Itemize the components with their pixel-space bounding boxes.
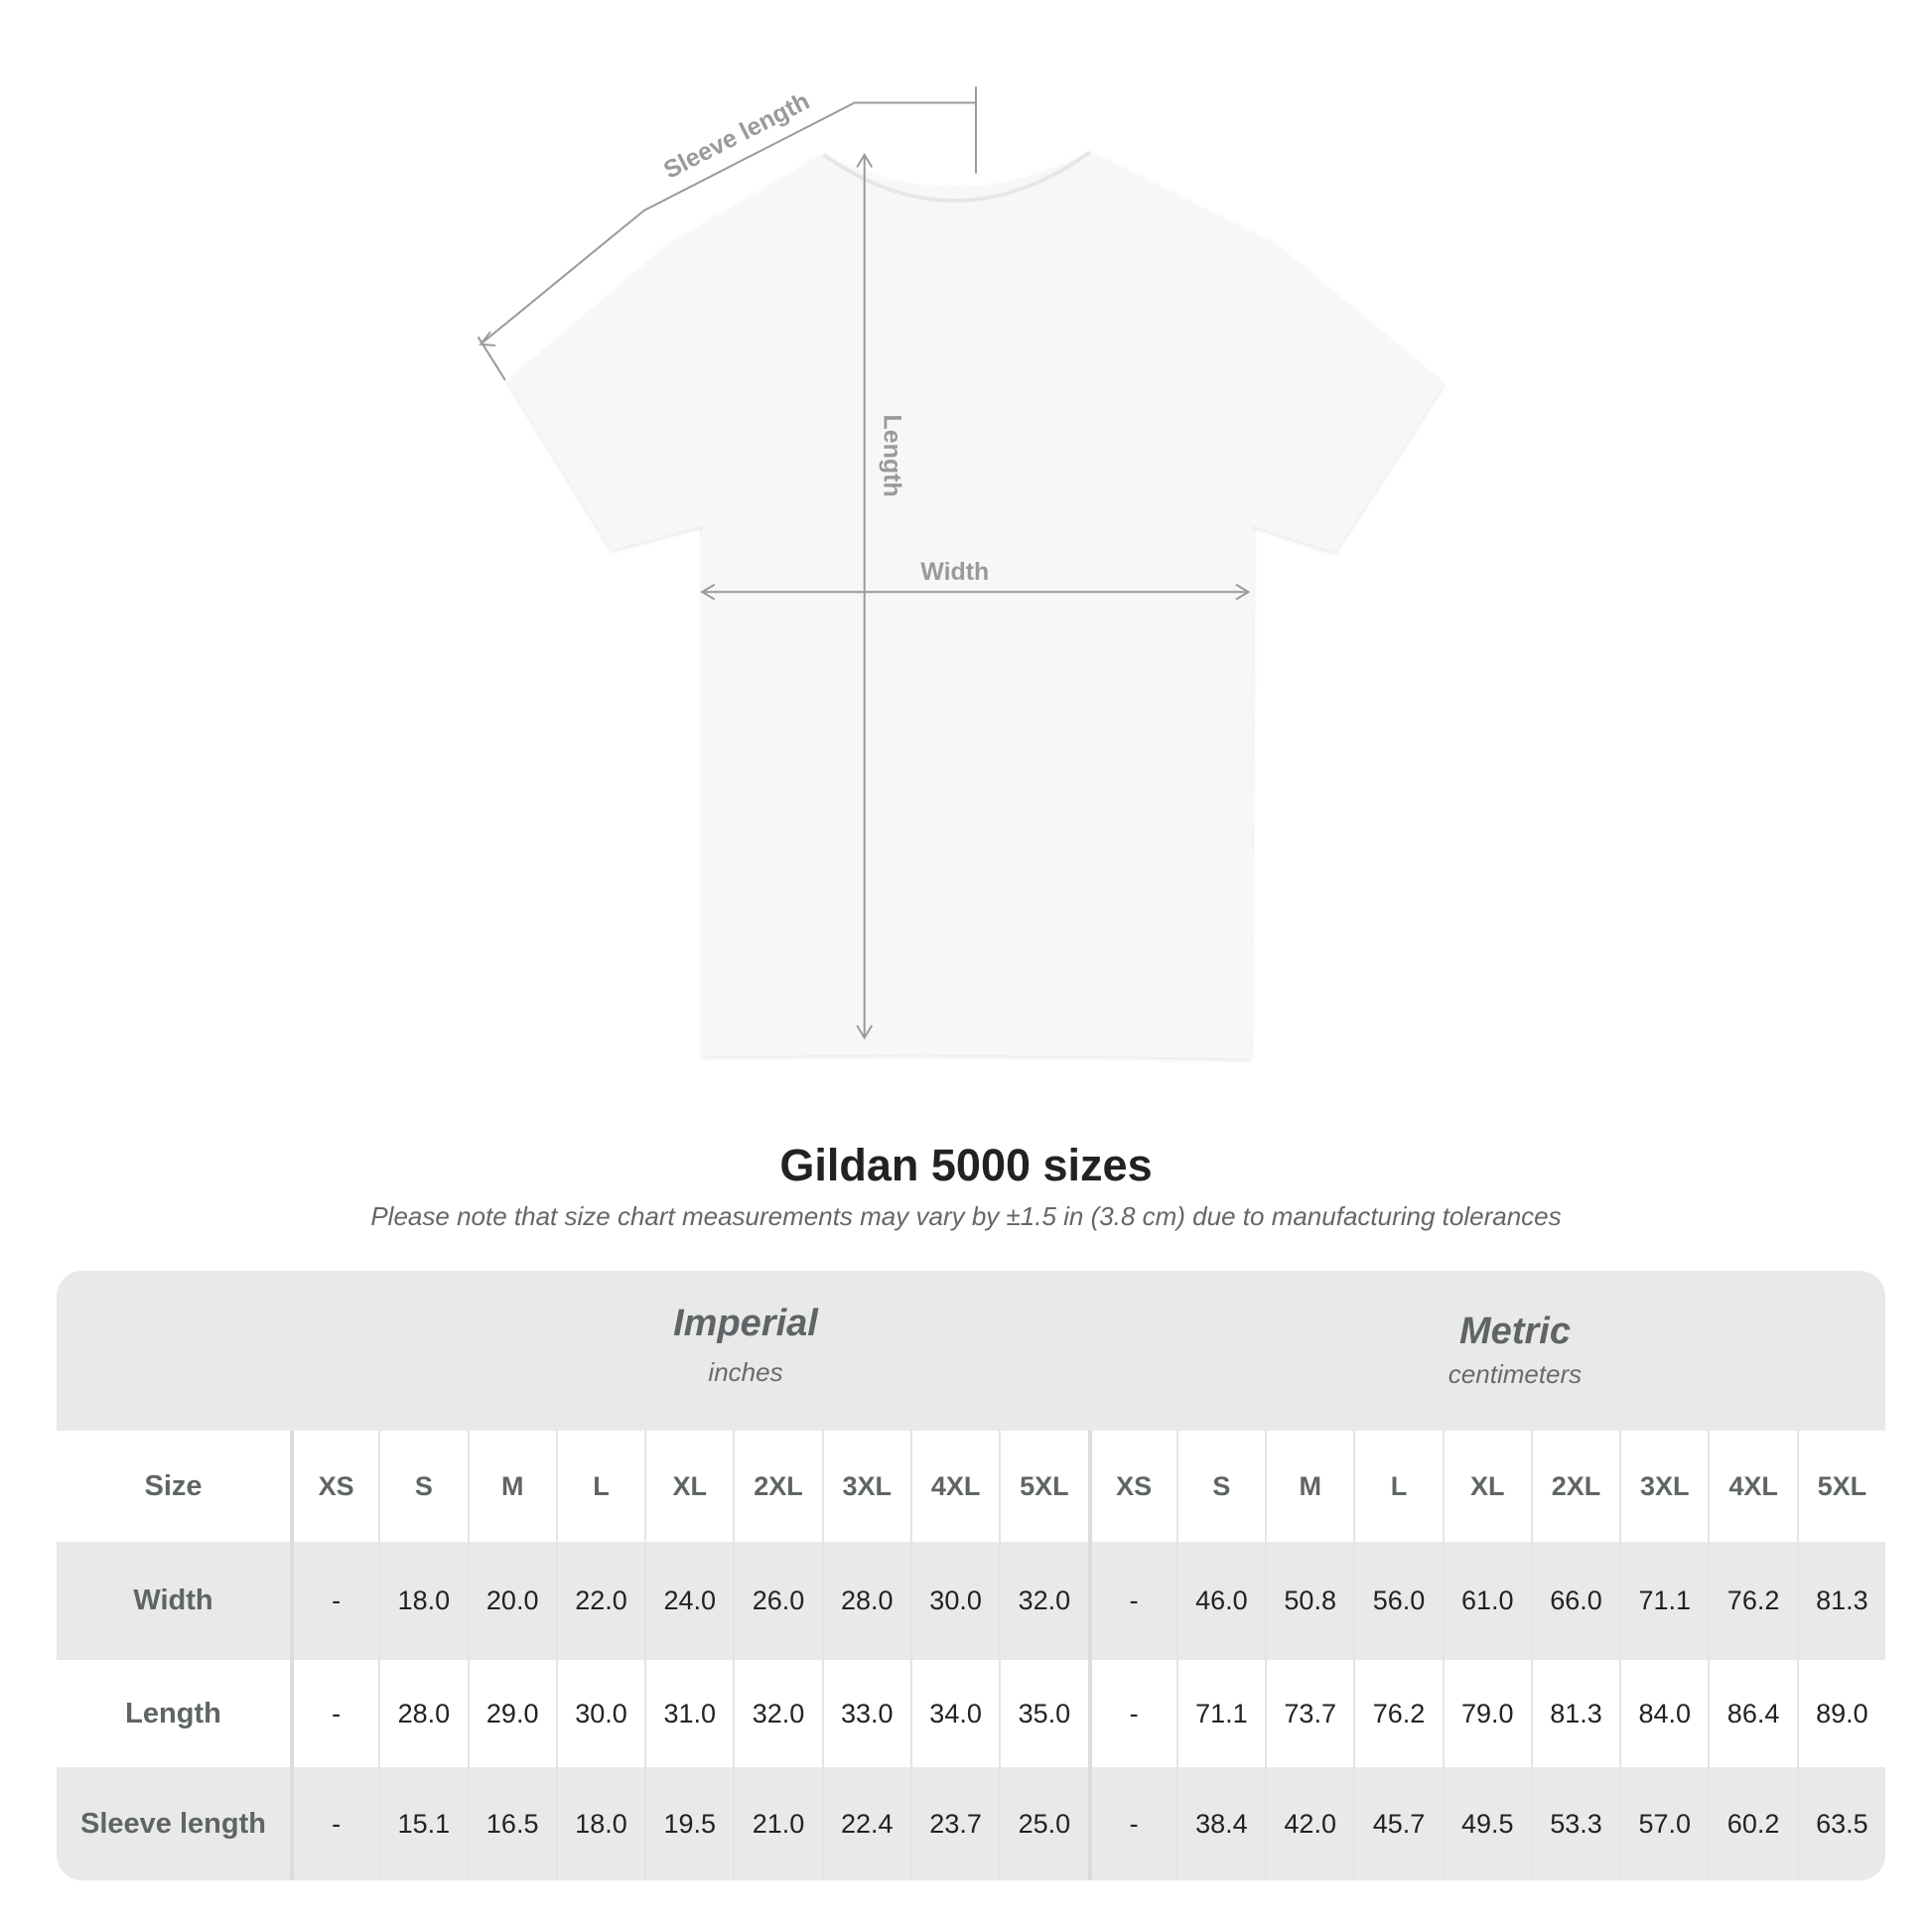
imperial-value-cell: 29.0 [467, 1660, 556, 1767]
imperial-value-cell: 35.0 [999, 1660, 1088, 1767]
metric-value-cell: 38.4 [1175, 1767, 1266, 1880]
row-label: Width [57, 1542, 290, 1660]
metric-value-cell: 89.0 [1796, 1660, 1885, 1767]
metric-title: Metric [1459, 1311, 1571, 1352]
imperial-value-cell: 32.0 [999, 1542, 1088, 1660]
width-label: Width [920, 558, 989, 586]
imperial-value-cell: 19.5 [644, 1767, 734, 1880]
metric-value-cell: 61.0 [1442, 1542, 1531, 1660]
imperial-value-cell: 18.0 [555, 1767, 645, 1880]
imperial-size-header: 2XL [733, 1431, 822, 1542]
imperial-value-cell: 18.0 [378, 1542, 468, 1660]
metric-value-cell: 79.0 [1442, 1660, 1531, 1767]
metric-value-cell: 81.3 [1796, 1542, 1885, 1660]
metric-value-cell: 84.0 [1619, 1660, 1709, 1767]
sleeve-measure-line [480, 101, 976, 345]
metric-value-cell: 45.7 [1353, 1767, 1443, 1880]
metric-value-cell: 76.2 [1353, 1660, 1443, 1767]
row-label: Length [57, 1660, 290, 1767]
metric-value-cell: 71.1 [1619, 1542, 1709, 1660]
metric-value-cell: 81.3 [1530, 1660, 1620, 1767]
metric-value-cell: 56.0 [1353, 1542, 1443, 1660]
imperial-title: Imperial [673, 1303, 818, 1344]
metric-value-cell: - [1087, 1542, 1176, 1660]
imperial-value-cell: - [290, 1660, 379, 1767]
metric-value-cell: - [1087, 1660, 1176, 1767]
metric-size-header: 2XL [1530, 1431, 1620, 1542]
metric-value-cell: 50.8 [1265, 1542, 1354, 1660]
metric-value-cell: 66.0 [1530, 1542, 1620, 1660]
metric-header: Metric centimeters [1145, 1271, 1885, 1470]
imperial-value-cell: 23.7 [909, 1767, 1000, 1880]
metric-value-cell: 86.4 [1708, 1660, 1797, 1767]
metric-size-header: 3XL [1619, 1431, 1709, 1542]
imperial-value-cell: 26.0 [733, 1542, 822, 1660]
imperial-value-cell: 15.1 [378, 1767, 468, 1880]
size-grid: Size XS S M L XL 2XL 3XL 4XL 5XL XS S M L XL 2XL 3XL 4XL 5… [57, 1431, 1885, 1880]
metric-value-cell: 76.2 [1708, 1542, 1797, 1660]
metric-size-header: M [1265, 1431, 1354, 1542]
imperial-size-header: XS [290, 1431, 379, 1542]
imperial-value-cell: 32.0 [733, 1660, 822, 1767]
metric-value-cell: 71.1 [1175, 1660, 1266, 1767]
imperial-size-header: S [378, 1431, 468, 1542]
measurement-lines [477, 86, 1251, 1040]
metric-value-cell: 53.3 [1530, 1767, 1620, 1880]
imperial-value-cell: 20.0 [467, 1542, 556, 1660]
metric-value-cell: 63.5 [1796, 1767, 1885, 1880]
metric-value-cell: 42.0 [1265, 1767, 1354, 1880]
imperial-value-cell: 16.5 [467, 1767, 556, 1880]
imperial-unit: inches [708, 1357, 783, 1387]
imperial-value-cell: 28.0 [821, 1542, 910, 1660]
metric-value-cell: 49.5 [1442, 1767, 1531, 1880]
imperial-size-header: 4XL [909, 1431, 1000, 1542]
imperial-size-header: 3XL [821, 1431, 910, 1542]
collar [822, 150, 1091, 203]
tshirt-shape [507, 152, 1445, 1059]
metric-value-cell: 60.2 [1708, 1767, 1797, 1880]
metric-size-header: 4XL [1708, 1431, 1797, 1542]
length-label: Length [879, 415, 906, 497]
imperial-size-header: XL [644, 1431, 734, 1542]
size-header-label: Size [57, 1431, 290, 1542]
page-title: Gildan 5000 sizes [779, 1140, 1153, 1190]
imperial-value-cell: 33.0 [821, 1660, 910, 1767]
metric-value-cell: 73.7 [1265, 1660, 1354, 1767]
imperial-value-cell: - [290, 1542, 379, 1660]
imperial-value-cell: 31.0 [644, 1660, 734, 1767]
imperial-value-cell: 30.0 [909, 1542, 1000, 1660]
imperial-size-header: 5XL [999, 1431, 1088, 1542]
metric-size-header: XL [1442, 1431, 1531, 1542]
tolerance-note: Please note that size chart measurements… [370, 1201, 1562, 1231]
imperial-size-header: L [555, 1431, 645, 1542]
metric-value-cell: 57.0 [1619, 1767, 1709, 1880]
imperial-value-cell: 34.0 [909, 1660, 1000, 1767]
metric-size-header: L [1353, 1431, 1443, 1542]
imperial-value-cell: 28.0 [378, 1660, 468, 1767]
imperial-value-cell: 21.0 [733, 1767, 822, 1880]
imperial-size-header: M [467, 1431, 556, 1542]
imperial-value-cell: - [290, 1767, 379, 1880]
metric-value-cell: - [1087, 1767, 1176, 1880]
row-label: Sleeve length [57, 1767, 290, 1880]
metric-size-header: XS [1087, 1431, 1176, 1542]
imperial-value-cell: 24.0 [644, 1542, 734, 1660]
metric-size-header: S [1175, 1431, 1266, 1542]
imperial-value-cell: 22.0 [555, 1542, 645, 1660]
imperial-header: Imperial inches [346, 1271, 1145, 1462]
metric-size-header: 5XL [1796, 1431, 1885, 1542]
size-table: Imperial inches Metric centimeters Size X… [57, 1271, 1885, 1880]
metric-unit: centimeters [1448, 1359, 1583, 1389]
imperial-value-cell: 30.0 [555, 1660, 645, 1767]
imperial-value-cell: 25.0 [999, 1767, 1088, 1880]
imperial-value-cell: 22.4 [821, 1767, 910, 1880]
metric-value-cell: 46.0 [1175, 1542, 1266, 1660]
